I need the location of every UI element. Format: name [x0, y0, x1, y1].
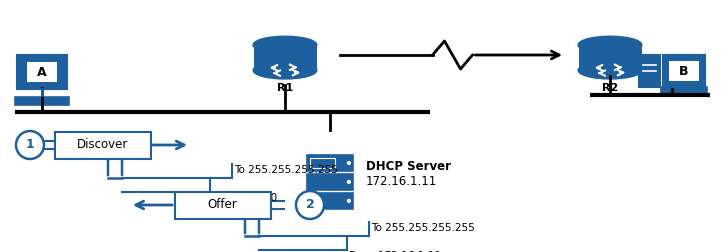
Ellipse shape	[578, 37, 641, 53]
FancyBboxPatch shape	[28, 62, 56, 82]
Text: Discover: Discover	[77, 139, 128, 151]
Circle shape	[347, 180, 351, 184]
FancyBboxPatch shape	[253, 45, 316, 70]
Ellipse shape	[578, 62, 641, 79]
Text: To 255.255.255.255: To 255.255.255.255	[234, 165, 338, 175]
Text: 1: 1	[25, 139, 34, 151]
Text: R1: R1	[277, 83, 293, 92]
Text: B: B	[679, 65, 689, 78]
FancyBboxPatch shape	[174, 192, 271, 218]
FancyBboxPatch shape	[307, 174, 353, 190]
Circle shape	[16, 131, 44, 159]
Text: From 172.16.1.11: From 172.16.1.11	[349, 251, 441, 252]
Text: To 255.255.255.255: To 255.255.255.255	[371, 223, 475, 233]
FancyBboxPatch shape	[661, 87, 707, 94]
Text: DHCP Server: DHCP Server	[366, 160, 451, 173]
FancyBboxPatch shape	[14, 97, 70, 105]
Text: R2: R2	[602, 83, 618, 92]
FancyBboxPatch shape	[54, 132, 151, 159]
Ellipse shape	[253, 62, 316, 79]
Circle shape	[347, 199, 351, 203]
FancyBboxPatch shape	[17, 55, 67, 89]
Text: From 0.0.0.0: From 0.0.0.0	[212, 193, 277, 203]
Circle shape	[347, 161, 351, 165]
FancyBboxPatch shape	[307, 193, 353, 209]
FancyBboxPatch shape	[310, 158, 335, 168]
Ellipse shape	[253, 37, 316, 53]
Text: A: A	[37, 66, 47, 79]
FancyBboxPatch shape	[578, 45, 641, 70]
Text: 172.16.1.11: 172.16.1.11	[366, 175, 437, 188]
FancyBboxPatch shape	[670, 61, 699, 81]
FancyBboxPatch shape	[639, 55, 660, 87]
FancyBboxPatch shape	[307, 155, 353, 171]
Text: 2: 2	[306, 199, 314, 211]
Text: Offer: Offer	[208, 199, 237, 211]
Circle shape	[296, 191, 324, 219]
FancyBboxPatch shape	[663, 55, 705, 87]
